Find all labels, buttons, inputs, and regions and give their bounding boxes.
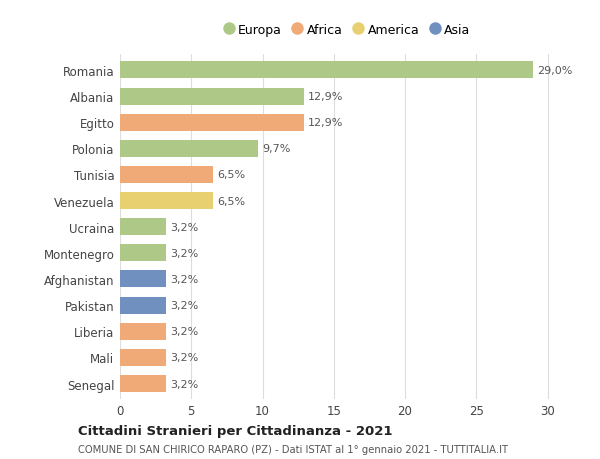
Bar — [120, 219, 166, 235]
Bar — [120, 167, 212, 184]
Text: 3,2%: 3,2% — [170, 326, 198, 336]
Bar — [120, 88, 304, 105]
Text: 9,7%: 9,7% — [263, 144, 291, 154]
Bar — [120, 297, 166, 314]
Bar — [120, 375, 166, 392]
Text: 3,2%: 3,2% — [170, 222, 198, 232]
Text: 6,5%: 6,5% — [217, 196, 245, 206]
Text: 12,9%: 12,9% — [308, 92, 343, 102]
Text: 3,2%: 3,2% — [170, 274, 198, 285]
Bar — [120, 323, 166, 340]
Legend: Europa, Africa, America, Asia: Europa, Africa, America, Asia — [221, 20, 475, 40]
Text: 3,2%: 3,2% — [170, 353, 198, 363]
Bar — [120, 271, 166, 288]
Bar — [120, 193, 212, 210]
Text: 3,2%: 3,2% — [170, 301, 198, 310]
Text: 6,5%: 6,5% — [217, 170, 245, 180]
Bar — [120, 114, 304, 131]
Text: 3,2%: 3,2% — [170, 379, 198, 389]
Bar — [120, 349, 166, 366]
Text: COMUNE DI SAN CHIRICO RAPARO (PZ) - Dati ISTAT al 1° gennaio 2021 - TUTTITALIA.I: COMUNE DI SAN CHIRICO RAPARO (PZ) - Dati… — [78, 444, 508, 454]
Text: 29,0%: 29,0% — [538, 66, 573, 76]
Bar — [120, 140, 258, 157]
Bar — [120, 62, 533, 79]
Text: 3,2%: 3,2% — [170, 248, 198, 258]
Bar — [120, 245, 166, 262]
Text: Cittadini Stranieri per Cittadinanza - 2021: Cittadini Stranieri per Cittadinanza - 2… — [78, 424, 392, 437]
Text: 12,9%: 12,9% — [308, 118, 343, 128]
